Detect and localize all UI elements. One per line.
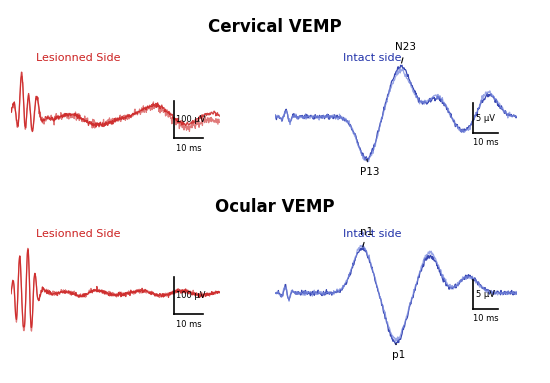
- Text: P13: P13: [360, 159, 379, 177]
- Text: Lesionned Side: Lesionned Side: [36, 229, 120, 239]
- Text: 10 ms: 10 ms: [473, 314, 498, 323]
- Text: 10 ms: 10 ms: [473, 138, 498, 147]
- Text: Intact side: Intact side: [343, 52, 402, 62]
- Text: 5 µV: 5 µV: [476, 114, 495, 123]
- Text: p1: p1: [392, 344, 405, 360]
- Text: 100 µV: 100 µV: [176, 291, 206, 300]
- Text: N23: N23: [395, 42, 416, 63]
- Text: 10 ms: 10 ms: [176, 320, 201, 329]
- Text: Ocular VEMP: Ocular VEMP: [215, 198, 335, 216]
- Text: 100 µV: 100 µV: [176, 115, 206, 124]
- Text: 10 ms: 10 ms: [176, 144, 201, 152]
- Text: 5 µV: 5 µV: [476, 290, 495, 299]
- Text: Cervical VEMP: Cervical VEMP: [208, 18, 342, 36]
- Text: Lesionned Side: Lesionned Side: [36, 52, 120, 62]
- Text: n1: n1: [360, 227, 373, 247]
- Text: Intact side: Intact side: [343, 229, 402, 239]
